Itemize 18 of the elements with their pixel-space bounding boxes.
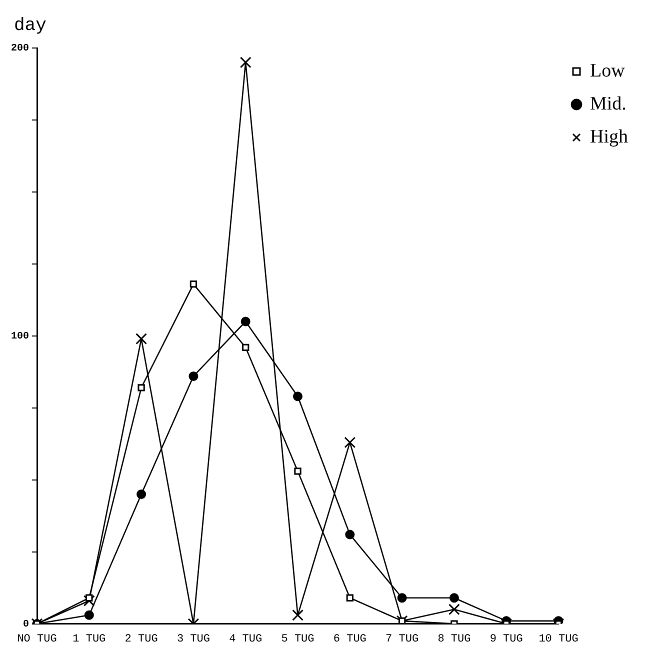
y-axis-title: day <box>14 16 47 36</box>
x-tick-label: 6 TUG <box>333 633 366 646</box>
x-tick-label: 3 TUG <box>176 633 210 646</box>
legend-label: High <box>590 126 628 148</box>
x-tick-label: 2 TUG <box>124 633 158 646</box>
x-tick-label: 10 TUG <box>538 633 578 646</box>
x-tick-label: 1 TUG <box>72 633 106 646</box>
legend-label: Low <box>590 60 626 82</box>
x-tick-label: 7 TUG <box>386 633 419 646</box>
x-tick-label: NO TUG <box>17 633 57 646</box>
y-tick-label: 200 <box>10 44 30 55</box>
y-tick-label: 100 <box>10 331 30 342</box>
x-tick-label: 5 TUG <box>281 633 314 646</box>
x-tick-label: 4 TUG <box>229 633 262 646</box>
x-tick-label: 9 TUG <box>490 633 523 646</box>
y-tick-label: 0 <box>22 619 30 630</box>
x-tick-label: 8 TUG <box>438 633 471 646</box>
legend-label: Mid. <box>590 93 626 114</box>
